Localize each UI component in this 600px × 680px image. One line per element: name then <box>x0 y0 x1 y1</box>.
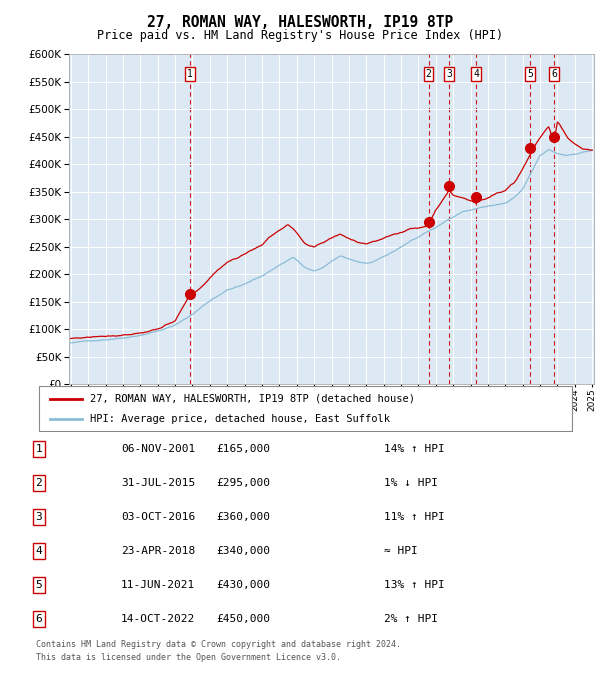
Text: 14-OCT-2022: 14-OCT-2022 <box>121 614 195 624</box>
Text: 1% ↓ HPI: 1% ↓ HPI <box>384 478 438 488</box>
Text: £450,000: £450,000 <box>216 614 270 624</box>
Text: 03-OCT-2016: 03-OCT-2016 <box>121 512 195 522</box>
Text: 27, ROMAN WAY, HALESWORTH, IP19 8TP (detached house): 27, ROMAN WAY, HALESWORTH, IP19 8TP (det… <box>90 394 415 403</box>
Text: This data is licensed under the Open Government Licence v3.0.: This data is licensed under the Open Gov… <box>36 653 341 662</box>
Text: 6: 6 <box>551 69 557 79</box>
Text: 2: 2 <box>35 478 43 488</box>
Text: 5: 5 <box>35 580 43 590</box>
Text: £165,000: £165,000 <box>216 444 270 454</box>
Text: HPI: Average price, detached house, East Suffolk: HPI: Average price, detached house, East… <box>90 414 390 424</box>
Text: 4: 4 <box>473 69 479 79</box>
Text: 2% ↑ HPI: 2% ↑ HPI <box>384 614 438 624</box>
Text: ≈ HPI: ≈ HPI <box>384 546 418 556</box>
Text: 1: 1 <box>187 69 193 79</box>
Text: 11-JUN-2021: 11-JUN-2021 <box>121 580 195 590</box>
Text: Price paid vs. HM Land Registry's House Price Index (HPI): Price paid vs. HM Land Registry's House … <box>97 29 503 41</box>
Text: £430,000: £430,000 <box>216 580 270 590</box>
Text: £360,000: £360,000 <box>216 512 270 522</box>
Text: 2: 2 <box>425 69 431 79</box>
Text: 5: 5 <box>527 69 533 79</box>
Text: 11% ↑ HPI: 11% ↑ HPI <box>384 512 445 522</box>
Text: 27, ROMAN WAY, HALESWORTH, IP19 8TP: 27, ROMAN WAY, HALESWORTH, IP19 8TP <box>147 15 453 30</box>
Text: 31-JUL-2015: 31-JUL-2015 <box>121 478 195 488</box>
Text: 4: 4 <box>35 546 43 556</box>
Text: 3: 3 <box>35 512 43 522</box>
Text: 1: 1 <box>35 444 43 454</box>
Text: £295,000: £295,000 <box>216 478 270 488</box>
Text: Contains HM Land Registry data © Crown copyright and database right 2024.: Contains HM Land Registry data © Crown c… <box>36 641 401 649</box>
Text: 23-APR-2018: 23-APR-2018 <box>121 546 195 556</box>
Text: 6: 6 <box>35 614 43 624</box>
Text: £340,000: £340,000 <box>216 546 270 556</box>
Text: 14% ↑ HPI: 14% ↑ HPI <box>384 444 445 454</box>
Text: 13% ↑ HPI: 13% ↑ HPI <box>384 580 445 590</box>
FancyBboxPatch shape <box>39 386 572 431</box>
Text: 3: 3 <box>446 69 452 79</box>
Text: 06-NOV-2001: 06-NOV-2001 <box>121 444 195 454</box>
